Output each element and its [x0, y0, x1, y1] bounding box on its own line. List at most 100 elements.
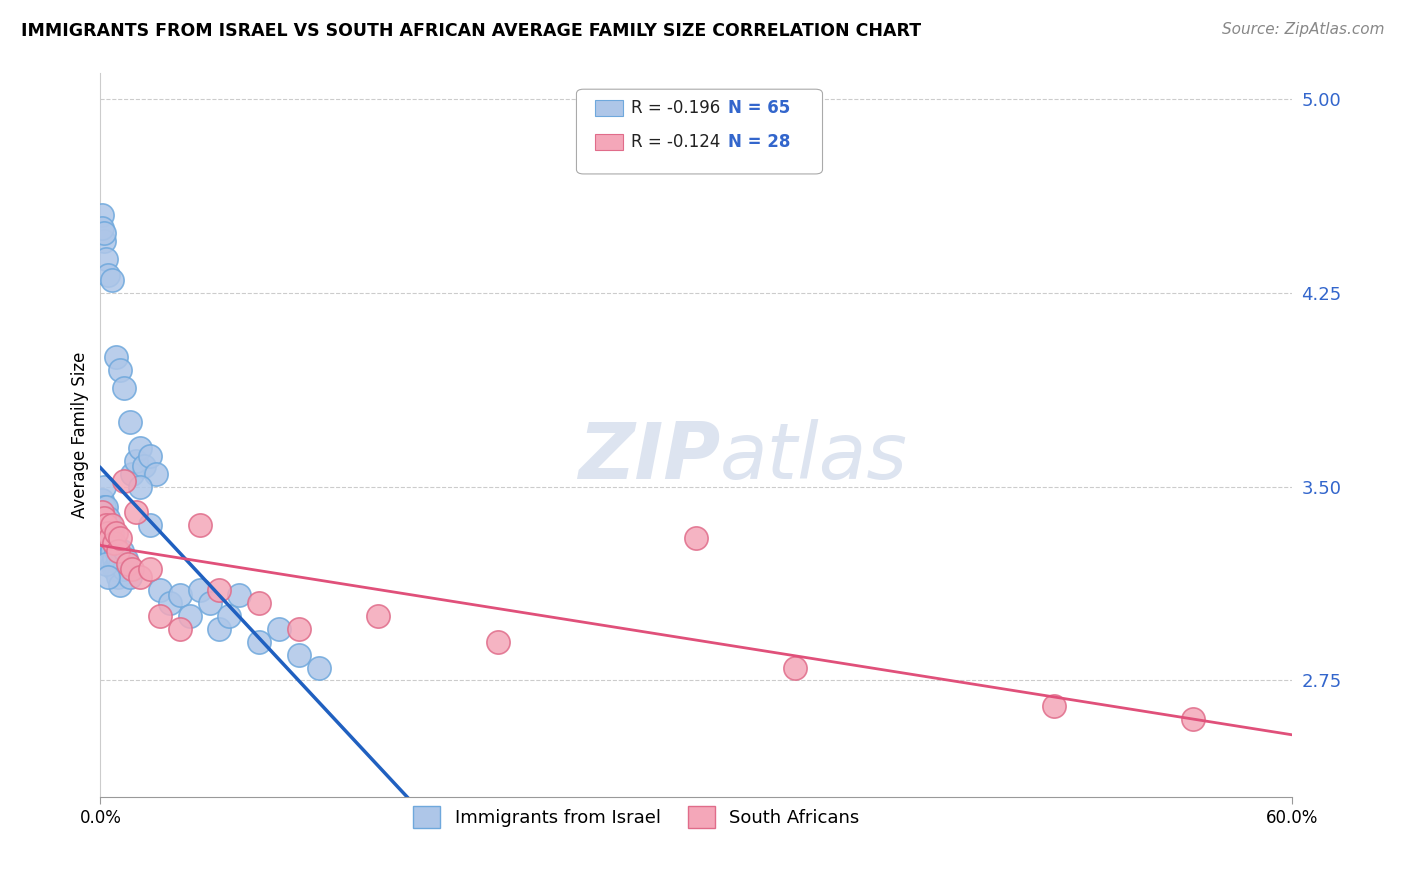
Point: [228, 588, 250, 602]
Point: [169, 622, 191, 636]
Point: [112, 562, 135, 576]
Point: [93, 500, 115, 515]
Point: [218, 608, 240, 623]
Point: [108, 557, 131, 571]
Point: [97, 544, 120, 558]
Point: [91, 208, 114, 222]
Point: [105, 526, 128, 541]
Point: [103, 536, 125, 550]
Point: [98, 518, 121, 533]
Point: [105, 544, 128, 558]
Point: [288, 622, 311, 636]
Point: [117, 557, 139, 571]
Point: [247, 596, 270, 610]
Point: [267, 622, 290, 636]
Text: ZIP: ZIP: [578, 418, 720, 494]
Point: [125, 454, 148, 468]
Point: [112, 381, 135, 395]
Point: [101, 273, 124, 287]
Point: [96, 536, 118, 550]
Y-axis label: Average Family Size: Average Family Size: [72, 351, 89, 518]
Point: [208, 582, 231, 597]
Point: [125, 505, 148, 519]
Point: [208, 622, 231, 636]
Point: [93, 226, 115, 240]
Point: [101, 526, 124, 541]
Point: [97, 570, 120, 584]
Point: [198, 596, 221, 610]
Point: [96, 557, 118, 571]
Point: [1181, 712, 1204, 726]
Point: [98, 536, 121, 550]
Point: [247, 634, 270, 648]
Point: [685, 531, 707, 545]
Point: [93, 518, 115, 533]
Point: [486, 634, 509, 648]
Point: [101, 544, 124, 558]
Point: [97, 526, 120, 541]
Point: [120, 415, 142, 429]
Point: [101, 518, 124, 533]
Text: N = 65: N = 65: [728, 99, 790, 117]
Point: [93, 234, 115, 248]
Point: [121, 562, 143, 576]
Point: [101, 557, 124, 571]
Point: [149, 582, 172, 597]
Point: [105, 351, 128, 365]
Point: [108, 363, 131, 377]
Point: [107, 552, 129, 566]
Text: N = 28: N = 28: [728, 133, 790, 151]
Point: [785, 660, 807, 674]
Point: [96, 252, 118, 266]
Point: [91, 492, 114, 507]
Point: [103, 536, 125, 550]
Point: [91, 510, 114, 524]
Point: [149, 608, 172, 623]
Point: [129, 479, 152, 493]
Point: [91, 221, 114, 235]
Legend: Immigrants from Israel, South Africans: Immigrants from Israel, South Africans: [406, 798, 868, 835]
Point: [96, 500, 118, 515]
Point: [129, 441, 152, 455]
Point: [132, 458, 155, 473]
Point: [93, 479, 115, 493]
Point: [145, 467, 167, 481]
Text: Source: ZipAtlas.com: Source: ZipAtlas.com: [1222, 22, 1385, 37]
Point: [93, 510, 115, 524]
Point: [96, 518, 118, 533]
Point: [108, 578, 131, 592]
Point: [103, 552, 125, 566]
Point: [96, 518, 118, 533]
Point: [111, 544, 134, 558]
Point: [105, 562, 128, 576]
Point: [108, 531, 131, 545]
Point: [288, 648, 311, 662]
Text: atlas: atlas: [720, 418, 908, 494]
Point: [367, 608, 389, 623]
Point: [98, 552, 121, 566]
Point: [308, 660, 330, 674]
Point: [188, 518, 211, 533]
Point: [115, 552, 138, 566]
Point: [139, 518, 162, 533]
Point: [97, 531, 120, 545]
Text: R = -0.196: R = -0.196: [631, 99, 720, 117]
Point: [103, 562, 125, 576]
Point: [121, 467, 143, 481]
Point: [129, 570, 152, 584]
Point: [91, 505, 114, 519]
Point: [139, 449, 162, 463]
Point: [139, 562, 162, 576]
Point: [112, 475, 135, 489]
Point: [120, 570, 142, 584]
Point: [169, 588, 191, 602]
Point: [98, 531, 121, 545]
Point: [159, 596, 181, 610]
Point: [179, 608, 201, 623]
Point: [107, 570, 129, 584]
Point: [91, 526, 114, 541]
Point: [107, 544, 129, 558]
Point: [97, 510, 120, 524]
Text: R = -0.124: R = -0.124: [631, 133, 721, 151]
Point: [188, 582, 211, 597]
